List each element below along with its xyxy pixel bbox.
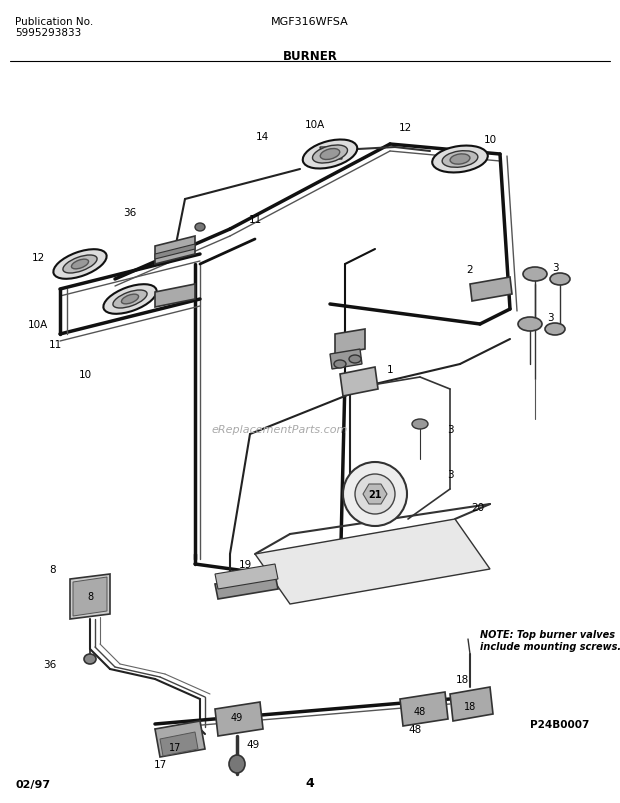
Text: 14: 14 [255, 132, 268, 142]
Text: 17: 17 [153, 759, 167, 769]
Text: 18: 18 [464, 701, 476, 711]
Text: 3: 3 [547, 312, 553, 323]
Text: MGF316WFSA: MGF316WFSA [271, 17, 349, 27]
Text: 11: 11 [48, 340, 61, 349]
Ellipse shape [122, 295, 138, 304]
Text: 48: 48 [414, 706, 426, 716]
Ellipse shape [104, 285, 157, 315]
Polygon shape [320, 148, 342, 160]
Text: 3: 3 [552, 263, 559, 273]
Polygon shape [215, 702, 263, 736]
Text: 1: 1 [387, 365, 393, 374]
Text: 49: 49 [231, 712, 243, 722]
Text: NOTE: Top burner valves
include mounting screws.: NOTE: Top burner valves include mounting… [480, 630, 620, 650]
Text: 8: 8 [50, 565, 56, 574]
Ellipse shape [229, 755, 245, 773]
Ellipse shape [321, 149, 340, 161]
Text: 10: 10 [79, 369, 92, 380]
Text: 10A: 10A [28, 320, 48, 329]
Text: 19: 19 [238, 560, 252, 569]
Polygon shape [330, 349, 362, 369]
Polygon shape [155, 237, 195, 265]
Text: 18: 18 [455, 675, 469, 684]
Ellipse shape [442, 152, 478, 168]
Text: 49: 49 [246, 739, 260, 749]
Ellipse shape [523, 267, 547, 282]
Text: 48: 48 [409, 724, 422, 734]
Polygon shape [160, 732, 198, 756]
Polygon shape [73, 577, 107, 616]
Polygon shape [155, 245, 195, 259]
Text: 36: 36 [43, 659, 56, 669]
Polygon shape [255, 520, 490, 604]
Text: 3: 3 [446, 470, 453, 479]
Text: 2: 2 [467, 265, 473, 275]
Ellipse shape [84, 654, 96, 664]
Ellipse shape [355, 475, 395, 515]
Ellipse shape [343, 463, 407, 526]
Text: 36: 36 [123, 208, 136, 218]
Polygon shape [215, 574, 278, 599]
Text: P24B0007: P24B0007 [530, 719, 590, 729]
Text: 02/97: 02/97 [15, 779, 50, 789]
Text: 11: 11 [249, 214, 262, 225]
Text: 10: 10 [484, 135, 497, 145]
Ellipse shape [334, 361, 346, 369]
Polygon shape [155, 721, 205, 757]
Polygon shape [215, 565, 278, 589]
Text: 12: 12 [399, 123, 412, 132]
Polygon shape [450, 687, 493, 721]
Ellipse shape [518, 318, 542, 332]
Ellipse shape [195, 224, 205, 232]
Ellipse shape [412, 419, 428, 430]
Polygon shape [70, 574, 110, 619]
Ellipse shape [312, 146, 347, 164]
Ellipse shape [303, 141, 357, 169]
Ellipse shape [450, 155, 470, 165]
Polygon shape [400, 692, 448, 726]
Text: Publication No.: Publication No. [15, 17, 93, 27]
Polygon shape [363, 484, 387, 504]
Ellipse shape [53, 250, 107, 279]
Polygon shape [340, 368, 378, 397]
Polygon shape [470, 278, 512, 302]
Text: 5995293833: 5995293833 [15, 28, 81, 38]
Ellipse shape [550, 274, 570, 286]
Ellipse shape [63, 255, 97, 274]
Polygon shape [155, 284, 195, 308]
Text: eReplacementParts.com: eReplacementParts.com [212, 425, 348, 434]
Text: 8: 8 [87, 591, 93, 601]
Text: 21: 21 [368, 489, 382, 499]
Text: 3: 3 [446, 425, 453, 434]
Text: BURNER: BURNER [283, 50, 337, 63]
Text: 20: 20 [471, 503, 485, 512]
Text: 4: 4 [306, 776, 314, 789]
Text: 10A: 10A [305, 120, 325, 130]
Ellipse shape [545, 324, 565, 336]
Text: 17: 17 [169, 742, 181, 752]
Ellipse shape [432, 146, 488, 173]
Ellipse shape [113, 291, 147, 308]
Ellipse shape [349, 356, 361, 364]
Text: 12: 12 [32, 253, 45, 263]
Ellipse shape [71, 260, 89, 270]
Polygon shape [335, 329, 365, 355]
